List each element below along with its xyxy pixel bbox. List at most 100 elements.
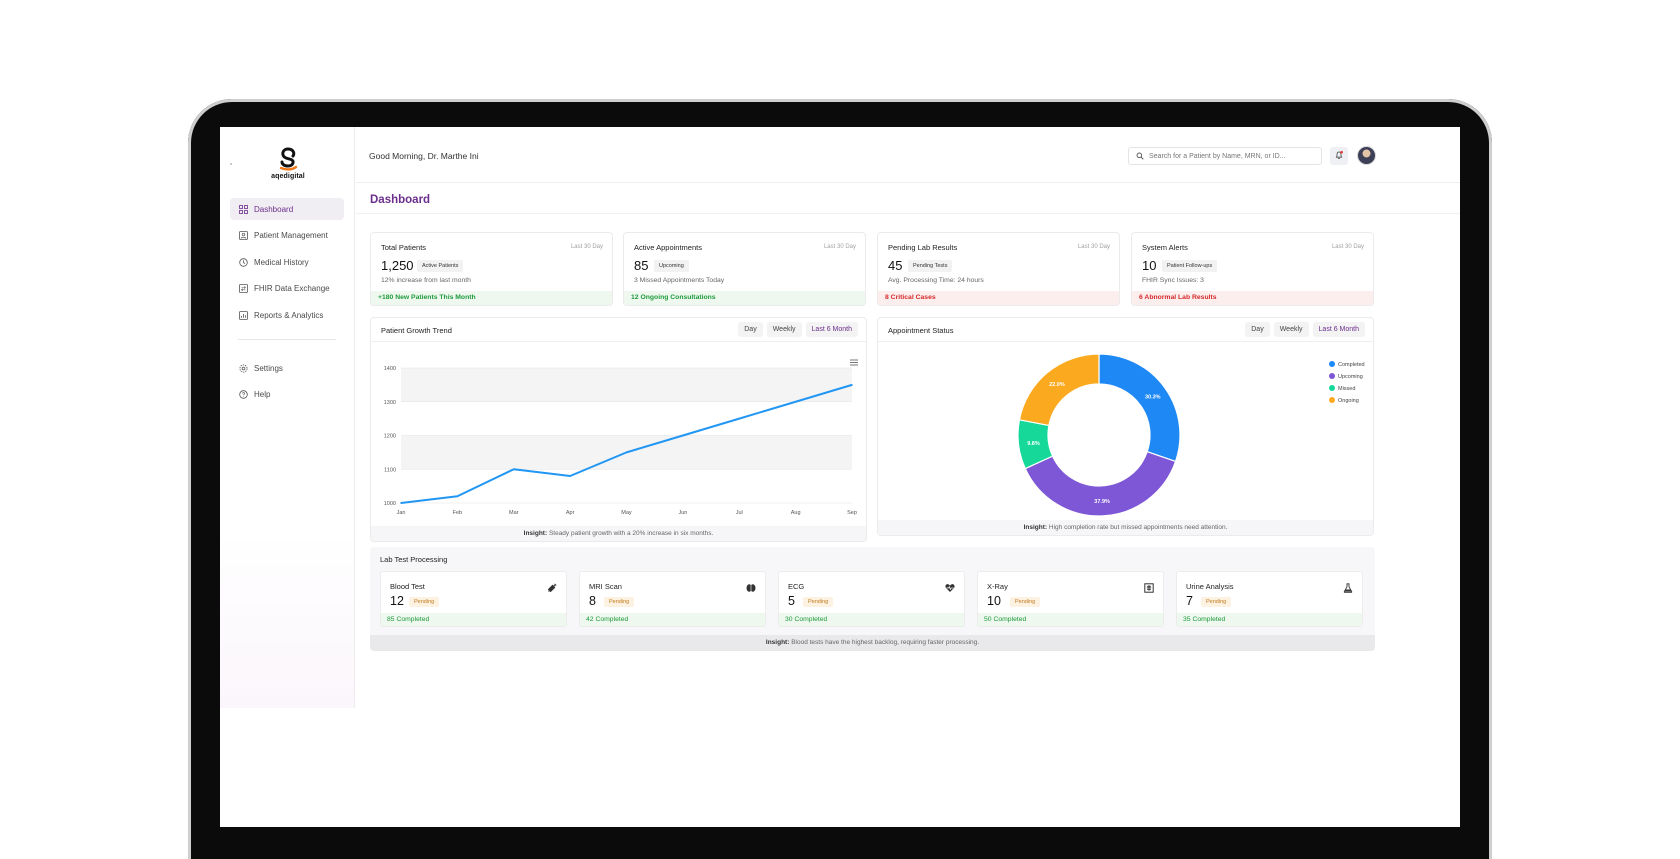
y-tick-label: 1100	[384, 467, 396, 473]
stat-value: 85	[634, 258, 649, 273]
insight-label: Insight:	[765, 639, 790, 646]
avatar[interactable]	[1357, 146, 1376, 165]
stat-card-total-patients[interactable]: Total Patients Last 30 Day 1,250 Active …	[370, 232, 613, 306]
x-tick-label: Jan	[397, 510, 406, 516]
x-tick-label: Jul	[736, 510, 743, 516]
heart-pulse-icon	[945, 580, 955, 592]
appointment-tabs: Day Weekly Last 6 Month	[1245, 322, 1365, 337]
tab-last-6-month[interactable]: Last 6 Month	[1312, 322, 1365, 337]
sidebar-item-label: Settings	[254, 363, 283, 373]
y-tick-label: 1300	[384, 400, 396, 406]
legend-label: Completed	[1338, 362, 1365, 368]
pending-badge: Pending	[604, 597, 635, 607]
lab-completed: 85 Completed	[381, 613, 566, 626]
stat-card-pending-lab-results[interactable]: Pending Lab Results Last 30 Day 45 Pendi…	[877, 232, 1120, 306]
bell-icon	[1334, 147, 1344, 165]
lab-test-section: Lab Test Processing Blood Test 12 Pendin…	[370, 547, 1375, 651]
stat-title: Pending Lab Results	[888, 243, 958, 252]
data-point	[456, 495, 459, 498]
logo[interactable]: aqedigital	[258, 147, 318, 180]
data-point	[682, 434, 684, 437]
legend-swatch	[1329, 361, 1335, 367]
tab-weekly[interactable]: Weekly	[1273, 322, 1309, 337]
stat-card-system-alerts[interactable]: System Alerts Last 30 Day 10 Patient Fol…	[1131, 232, 1374, 306]
y-tick-label: 1200	[384, 434, 396, 440]
lab-pending-count: 10	[987, 594, 1001, 608]
stat-badge: Pending Tests	[908, 260, 953, 272]
sidebar-item-dashboard[interactable]: Dashboard	[230, 198, 344, 220]
xray-icon	[1144, 580, 1154, 593]
sidebar-item-help[interactable]: Help	[230, 384, 344, 406]
sidebar-item-settings[interactable]: Settings	[230, 357, 344, 379]
stat-period: Last 30 Day	[1077, 244, 1110, 250]
x-tick-label: May	[621, 510, 632, 516]
stat-card-active-appointments[interactable]: Active Appointments Last 30 Day 85 Upcom…	[623, 232, 866, 306]
slice-label: 9.8%	[1027, 441, 1040, 447]
donut-slice	[1024, 450, 1177, 517]
data-point	[794, 400, 797, 403]
lab-card-blood-test[interactable]: Blood Test 12 Pending 85 Completed	[380, 571, 567, 627]
search-icon	[1136, 152, 1144, 160]
lab-card-urine-analysis[interactable]: Urine Analysis 7 Pending 35 Completed	[1176, 571, 1363, 627]
lab-completed: 30 Completed	[779, 613, 964, 626]
tab-day[interactable]: Day	[738, 322, 763, 337]
slice-label: 30.3%	[1145, 395, 1161, 401]
stat-title: Total Patients	[381, 243, 427, 252]
sidebar: aqedigital Dashboard Patient Management …	[220, 127, 355, 708]
sidebar-item-label: Dashboard	[254, 204, 294, 214]
stat-footer: +180 New Patients This Month	[371, 291, 612, 305]
sidebar-divider	[238, 339, 336, 341]
exchange-icon	[238, 284, 248, 294]
lab-test-name: X-Ray	[987, 582, 1008, 591]
patient-icon	[238, 231, 248, 241]
panel-header-divider	[878, 341, 1373, 342]
patient-search-input[interactable]: Search for a Patient by Name, MRN, or ID…	[1128, 147, 1322, 165]
insight-label: Insight:	[523, 530, 548, 537]
stat-badge: Patient Follow-ups	[1162, 260, 1218, 272]
stat-title: Active Appointments	[634, 243, 702, 252]
search-placeholder: Search for a Patient by Name, MRN, or ID…	[1149, 152, 1286, 160]
tab-weekly[interactable]: Weekly	[766, 322, 802, 337]
x-tick-label: Sep	[847, 510, 857, 516]
patient-growth-panel: Patient Growth Trend Day Weekly Last 6 M…	[370, 317, 867, 542]
tab-last-6-month[interactable]: Last 6 Month	[805, 322, 858, 337]
lab-card-mri-scan[interactable]: MRI Scan 8 Pending 42 Completed	[579, 571, 766, 627]
sidebar-item-label: Help	[254, 390, 271, 400]
lab-test-name: ECG	[788, 582, 805, 591]
y-tick-label: 1400	[384, 366, 396, 372]
flask-icon	[1343, 580, 1353, 593]
collapse-handle[interactable]	[230, 163, 232, 165]
sidebar-item-medical-history[interactable]: Medical History	[230, 251, 344, 273]
data-point	[851, 384, 853, 386]
sidebar-item-patient-management[interactable]: Patient Management	[230, 225, 344, 247]
notifications-button[interactable]	[1330, 147, 1348, 165]
appointment-status-panel: Appointment Status Day Weekly Last 6 Mon…	[877, 317, 1374, 536]
stat-subtext: Avg. Processing Time: 24 hours	[888, 277, 984, 284]
tab-day[interactable]: Day	[1245, 322, 1270, 337]
sidebar-item-fhir-data-exchange[interactable]: FHIR Data Exchange	[230, 278, 344, 300]
lab-pending-count: 5	[788, 594, 795, 608]
stat-footer: 6 Abnormal Lab Results	[1132, 291, 1373, 305]
panel-header-divider	[371, 341, 866, 342]
lab-card-x-ray[interactable]: X-Ray 10 Pending 50 Completed	[977, 571, 1164, 627]
stat-period: Last 30 Day	[1331, 244, 1364, 250]
growth-line-chart: 1000 1100 1200 1300 1400 Jan Feb Mar Apr May Jun Ju…	[384, 366, 857, 516]
sidebar-item-reports-analytics[interactable]: Reports & Analytics	[230, 304, 344, 326]
appointment-donut-chart: 30.3% 37.9% 9.8% 22.0% Completed Upcoming Miss…	[1017, 353, 1365, 517]
sidebar-item-label: Medical History	[254, 257, 309, 267]
stat-value: 1,250	[381, 258, 414, 273]
chart-menu-icon[interactable]	[850, 353, 858, 371]
lab-card-ecg[interactable]: ECG 5 Pending 30 Completed	[778, 571, 965, 627]
x-tick-label: Apr	[566, 510, 575, 516]
stat-subtext: FHIR Sync Issues: 3	[1142, 277, 1204, 284]
lab-pending-count: 8	[589, 594, 596, 608]
sidebar-item-label: Reports & Analytics	[254, 310, 324, 320]
appointment-insight: Insight: High completion rate but missed…	[878, 520, 1373, 535]
growth-tabs: Day Weekly Last 6 Month	[738, 322, 858, 337]
legend-swatch	[1329, 397, 1335, 403]
logo-icon	[278, 147, 298, 171]
legend-label: Missed	[1338, 386, 1355, 392]
history-icon	[238, 257, 248, 267]
lab-completed: 50 Completed	[978, 613, 1163, 626]
data-point	[400, 502, 402, 504]
